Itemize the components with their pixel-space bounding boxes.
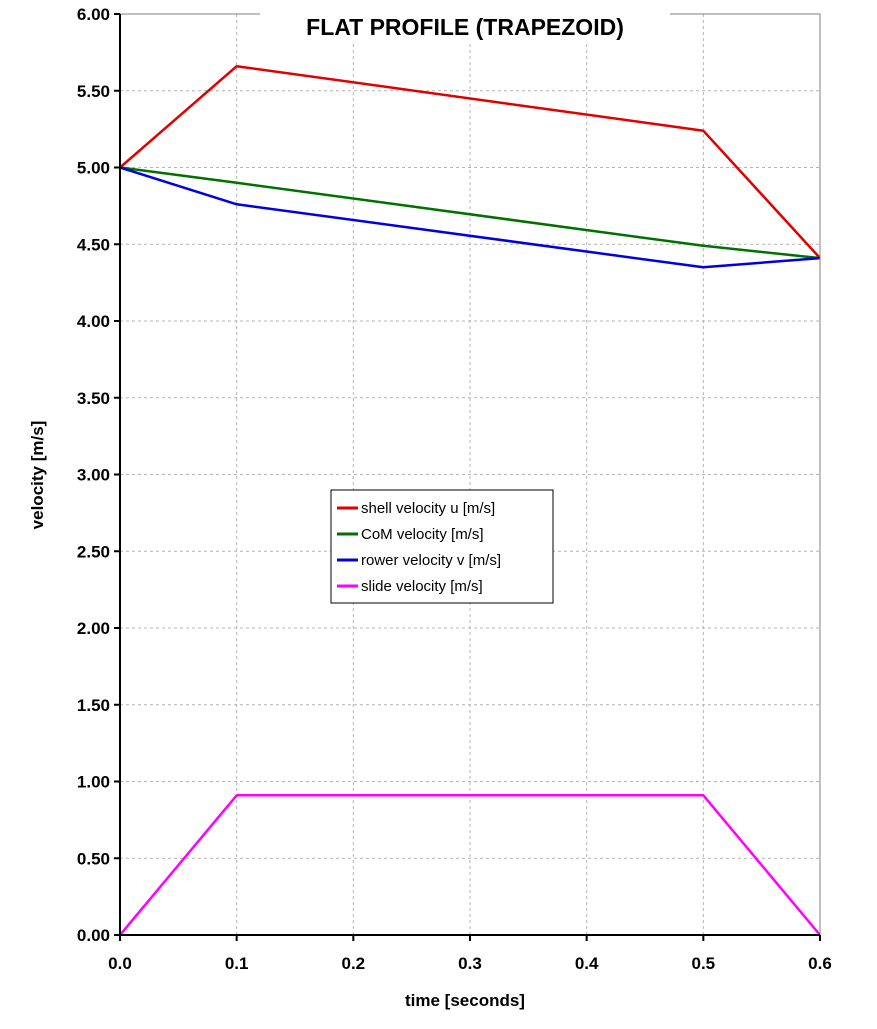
y-tick-label: 2.50 xyxy=(77,542,110,561)
y-tick-label: 3.50 xyxy=(77,389,110,408)
legend-label: CoM velocity [m/s] xyxy=(361,526,484,543)
series-lines xyxy=(119,64,821,936)
grid xyxy=(120,13,820,935)
legend-box xyxy=(330,489,554,604)
legend-label: slide velocity [m/s] xyxy=(361,578,483,595)
y-tick-label: 3.00 xyxy=(77,466,110,485)
y-tick-label: 0.00 xyxy=(77,926,110,945)
y-tick-label: 2.00 xyxy=(77,619,110,638)
y-tick-labels: 0.00 0.50 1.00 1.50 2.00 2.50 3.00 3.50 4.00 4.50… xyxy=(77,5,110,945)
x-tick-label: 0.1 xyxy=(225,954,249,973)
y-tick-label: 4.00 xyxy=(77,312,110,331)
series-line-1 xyxy=(119,64,821,259)
y-tick-label: 5.00 xyxy=(77,159,110,178)
series-line-2 xyxy=(119,166,821,260)
x-tick-label: 0.3 xyxy=(458,954,482,973)
y-tick-label: 6.00 xyxy=(77,5,110,24)
y-tick-label: 4.50 xyxy=(77,235,110,254)
x-tick-label: 0.5 xyxy=(692,954,716,973)
series-line-4 xyxy=(119,794,821,936)
y-tick-label: 0.50 xyxy=(77,849,110,868)
series-line-3 xyxy=(119,166,821,269)
x-tick-label: 0.6 xyxy=(808,954,832,973)
y-tick-label: 1.00 xyxy=(77,773,110,792)
x-tick-label: 0.2 xyxy=(342,954,366,973)
x-tick-label: 0.4 xyxy=(575,954,599,973)
title-background xyxy=(260,8,670,42)
y-tick-label: 5.50 xyxy=(77,82,110,101)
legend-label: rower velocity v [m/s] xyxy=(361,552,501,569)
chart-title: FLAT PROFILE (TRAPEZOID) xyxy=(306,14,624,40)
y-tick-label: 1.50 xyxy=(77,696,110,715)
axes xyxy=(114,13,821,941)
x-tick-label: 0.0 xyxy=(108,954,132,973)
legend-items: shell velocity u [m/s] CoM velocity [m/s]… xyxy=(337,500,501,595)
x-axis-title: time [seconds] xyxy=(405,991,525,1010)
legend: shell velocity u [m/s] CoM velocity [m/s]… xyxy=(330,489,554,604)
x-tick-labels: 0.0 0.1 0.2 0.3 0.4 0.5 0.6 xyxy=(108,954,832,973)
legend-label: shell velocity u [m/s] xyxy=(361,500,495,517)
y-axis-title: velocity [m/s] xyxy=(28,421,47,530)
